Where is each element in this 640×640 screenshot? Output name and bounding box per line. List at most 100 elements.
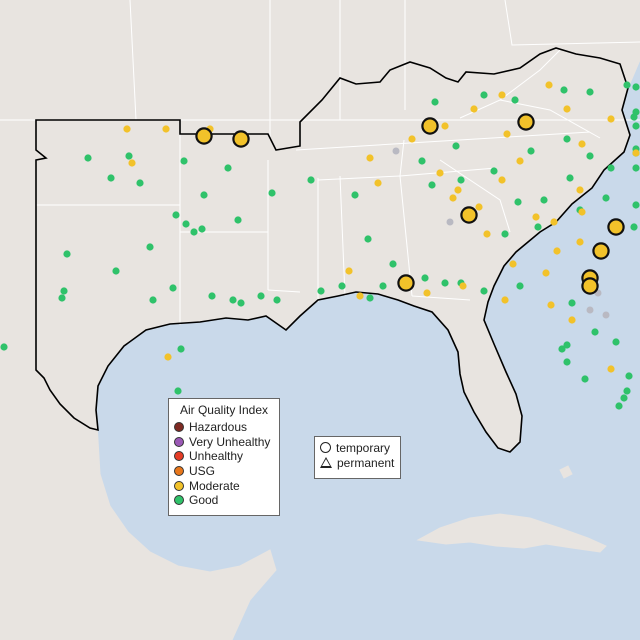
monitor-moderate[interactable]: [449, 194, 457, 202]
monitor-good[interactable]: [149, 296, 157, 304]
temporary-monitor-moderate[interactable]: [607, 218, 625, 236]
monitor-moderate[interactable]: [553, 247, 561, 255]
monitor-moderate[interactable]: [576, 238, 584, 246]
monitor-good[interactable]: [452, 142, 460, 150]
monitor-good[interactable]: [602, 194, 610, 202]
monitor-good[interactable]: [389, 260, 397, 268]
monitor-moderate[interactable]: [483, 230, 491, 238]
monitor-good[interactable]: [581, 375, 589, 383]
monitor-moderate[interactable]: [501, 296, 509, 304]
monitor-good[interactable]: [125, 152, 133, 160]
monitor-good[interactable]: [563, 135, 571, 143]
temporary-monitor-moderate[interactable]: [195, 127, 213, 145]
monitor-good[interactable]: [457, 176, 465, 184]
monitor-good[interactable]: [58, 294, 66, 302]
monitor-good[interactable]: [534, 223, 542, 231]
monitor-good[interactable]: [490, 167, 498, 175]
monitor-unknown[interactable]: [392, 147, 400, 155]
monitor-good[interactable]: [607, 164, 615, 172]
monitor-good[interactable]: [338, 282, 346, 290]
monitor-good[interactable]: [418, 157, 426, 165]
monitor-moderate[interactable]: [459, 282, 467, 290]
monitor-good[interactable]: [136, 179, 144, 187]
monitor-moderate[interactable]: [475, 203, 483, 211]
monitor-good[interactable]: [268, 189, 276, 197]
monitor-good[interactable]: [273, 296, 281, 304]
monitor-moderate[interactable]: [516, 157, 524, 165]
monitor-good[interactable]: [527, 147, 535, 155]
monitor-moderate[interactable]: [470, 105, 478, 113]
monitor-good[interactable]: [516, 282, 524, 290]
monitor-moderate[interactable]: [123, 125, 131, 133]
monitor-moderate[interactable]: [632, 149, 640, 157]
monitor-good[interactable]: [632, 122, 640, 130]
monitor-good[interactable]: [200, 191, 208, 199]
monitor-moderate[interactable]: [547, 301, 555, 309]
monitor-good[interactable]: [317, 287, 325, 295]
monitor-moderate[interactable]: [436, 169, 444, 177]
monitor-good[interactable]: [84, 154, 92, 162]
monitor-good[interactable]: [632, 201, 640, 209]
temporary-monitor-moderate[interactable]: [592, 242, 610, 260]
monitor-moderate[interactable]: [578, 140, 586, 148]
monitor-good[interactable]: [0, 343, 8, 351]
monitor-good[interactable]: [563, 358, 571, 366]
monitor-good[interactable]: [107, 174, 115, 182]
monitor-moderate[interactable]: [454, 186, 462, 194]
monitor-good[interactable]: [620, 394, 628, 402]
monitor-unknown[interactable]: [446, 218, 454, 226]
monitor-moderate[interactable]: [441, 122, 449, 130]
monitor-good[interactable]: [237, 299, 245, 307]
monitor-good[interactable]: [351, 191, 359, 199]
monitor-good[interactable]: [514, 198, 522, 206]
monitor-good[interactable]: [563, 341, 571, 349]
monitor-moderate[interactable]: [423, 289, 431, 297]
monitor-good[interactable]: [169, 284, 177, 292]
monitor-good[interactable]: [480, 287, 488, 295]
monitor-good[interactable]: [366, 294, 374, 302]
temporary-monitor-moderate[interactable]: [460, 206, 478, 224]
monitor-good[interactable]: [63, 250, 71, 258]
monitor-good[interactable]: [146, 243, 154, 251]
monitor-moderate[interactable]: [498, 176, 506, 184]
monitor-good[interactable]: [623, 387, 631, 395]
monitor-good[interactable]: [431, 98, 439, 106]
monitor-moderate[interactable]: [356, 292, 364, 300]
monitor-good[interactable]: [112, 267, 120, 275]
monitor-moderate[interactable]: [563, 105, 571, 113]
monitor-good[interactable]: [630, 113, 638, 121]
monitor-good[interactable]: [208, 292, 216, 300]
monitor-good[interactable]: [174, 387, 182, 395]
monitor-moderate[interactable]: [374, 179, 382, 187]
temporary-monitor-moderate[interactable]: [581, 277, 599, 295]
monitor-good[interactable]: [198, 225, 206, 233]
monitor-good[interactable]: [625, 372, 633, 380]
monitor-moderate[interactable]: [532, 213, 540, 221]
monitor-good[interactable]: [182, 220, 190, 228]
monitor-unknown[interactable]: [586, 306, 594, 314]
temporary-monitor-moderate[interactable]: [397, 274, 415, 292]
monitor-good[interactable]: [190, 228, 198, 236]
monitor-unknown[interactable]: [602, 311, 610, 319]
monitor-good[interactable]: [630, 223, 638, 231]
monitor-good[interactable]: [257, 292, 265, 300]
monitor-moderate[interactable]: [128, 159, 136, 167]
monitor-good[interactable]: [591, 328, 599, 336]
monitor-moderate[interactable]: [568, 316, 576, 324]
monitor-good[interactable]: [480, 91, 488, 99]
monitor-good[interactable]: [511, 96, 519, 104]
monitor-good[interactable]: [379, 282, 387, 290]
monitor-moderate[interactable]: [607, 115, 615, 123]
monitor-good[interactable]: [501, 230, 509, 238]
monitor-good[interactable]: [172, 211, 180, 219]
monitor-moderate[interactable]: [164, 353, 172, 361]
monitor-good[interactable]: [60, 287, 68, 295]
monitor-good[interactable]: [229, 296, 237, 304]
monitor-good[interactable]: [560, 86, 568, 94]
monitor-good[interactable]: [623, 81, 631, 89]
monitor-moderate[interactable]: [366, 154, 374, 162]
monitor-good[interactable]: [428, 181, 436, 189]
temporary-monitor-moderate[interactable]: [232, 130, 250, 148]
monitor-good[interactable]: [568, 299, 576, 307]
